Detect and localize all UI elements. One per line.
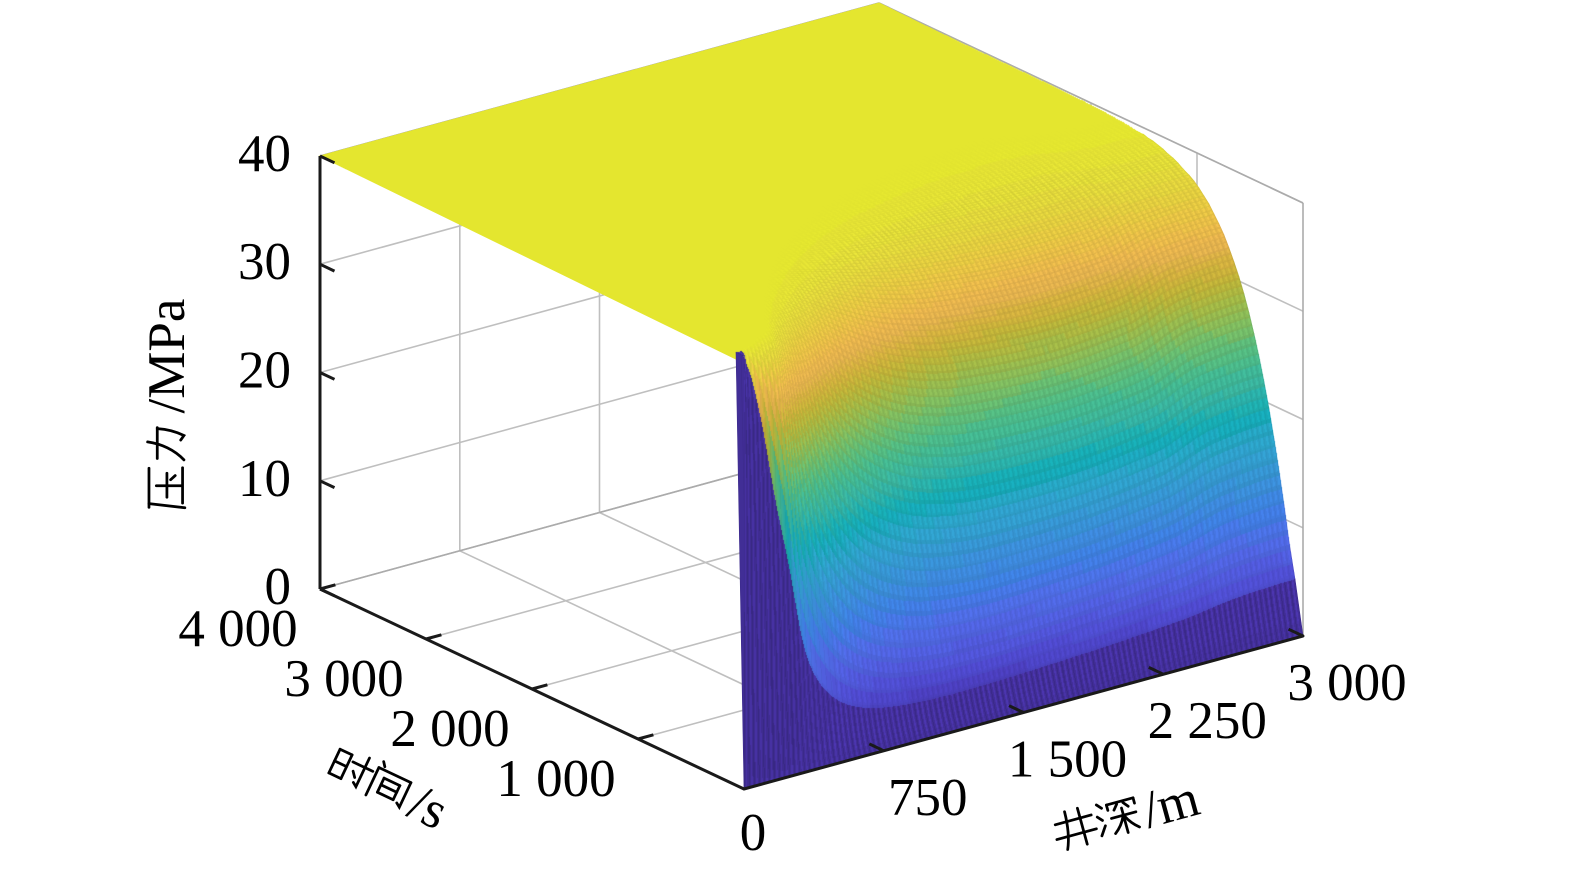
svg-text:1 000: 1 000 — [496, 750, 615, 808]
svg-text:750: 750 — [888, 769, 968, 827]
svg-text:10: 10 — [238, 450, 291, 508]
svg-text:30: 30 — [238, 233, 291, 291]
svg-text:2 250: 2 250 — [1148, 692, 1267, 750]
svg-text:1 500: 1 500 — [1008, 731, 1127, 789]
svg-text:/m: /m — [1136, 769, 1205, 840]
svg-text:4 000: 4 000 — [178, 600, 297, 658]
svg-text:/s: /s — [400, 774, 457, 842]
svg-text:2 000: 2 000 — [390, 700, 509, 758]
svg-text:0: 0 — [740, 804, 767, 862]
svg-text:3 000: 3 000 — [1287, 654, 1406, 712]
svg-text:40: 40 — [238, 125, 291, 183]
svg-text:0: 0 — [265, 558, 292, 616]
svg-text:3 000: 3 000 — [284, 650, 403, 708]
svg-text:/MPa: /MPa — [138, 299, 196, 414]
svg-text:20: 20 — [238, 342, 291, 400]
